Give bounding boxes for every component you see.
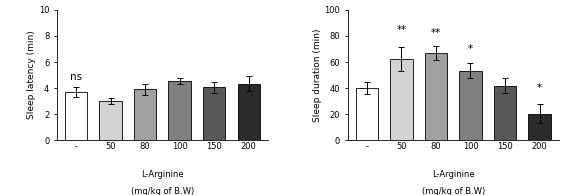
Text: ns: ns <box>70 72 82 82</box>
Bar <box>238 84 260 140</box>
Bar <box>134 90 156 140</box>
Bar <box>65 92 87 140</box>
Bar <box>494 86 516 140</box>
Text: *: * <box>468 44 473 54</box>
Bar <box>425 53 447 140</box>
Text: **: ** <box>431 28 441 38</box>
Bar <box>203 88 225 140</box>
Bar <box>459 71 482 140</box>
Text: **: ** <box>396 25 406 35</box>
Bar <box>528 114 551 140</box>
Text: L-Arginine: L-Arginine <box>432 170 475 179</box>
Text: L-Arginine: L-Arginine <box>141 170 184 179</box>
Bar <box>390 59 413 140</box>
Bar <box>168 81 191 140</box>
Text: *: * <box>537 83 542 93</box>
Bar <box>356 88 378 140</box>
Text: (mg/kg of B.W): (mg/kg of B.W) <box>422 187 485 195</box>
Text: (mg/kg of B.W): (mg/kg of B.W) <box>131 187 194 195</box>
Bar <box>99 101 122 140</box>
Y-axis label: Sleep duration (min): Sleep duration (min) <box>313 28 321 122</box>
Y-axis label: Sleep latency (min): Sleep latency (min) <box>27 31 36 120</box>
